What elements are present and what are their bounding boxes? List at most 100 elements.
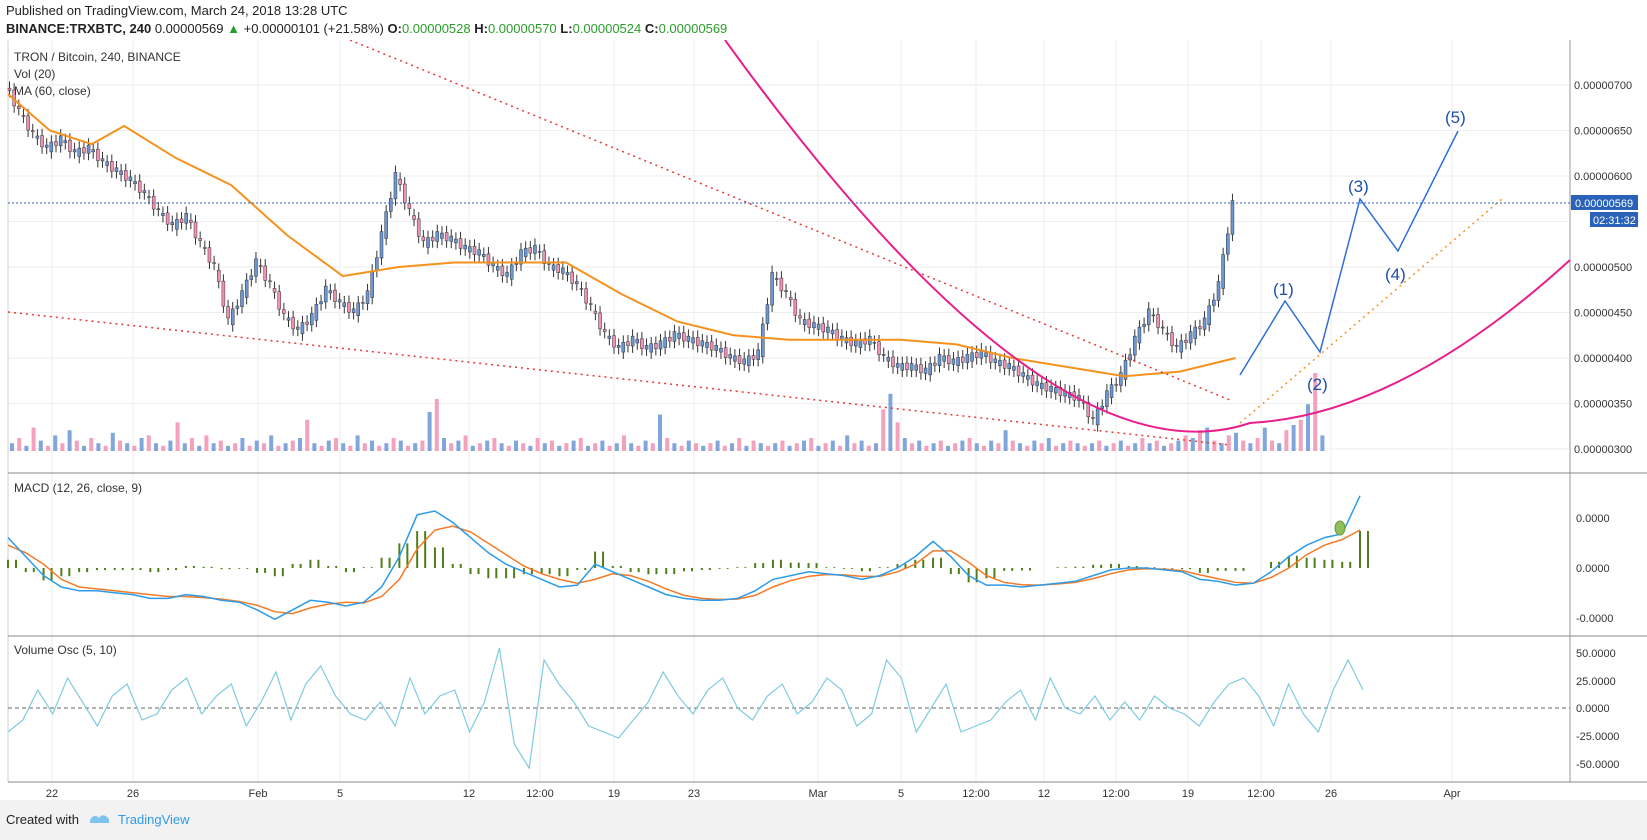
candle-body bbox=[598, 312, 602, 330]
candle-body bbox=[682, 332, 686, 342]
volume-bar bbox=[535, 438, 540, 451]
candle-body bbox=[86, 144, 91, 154]
volume-bar bbox=[989, 440, 994, 451]
volume-bar bbox=[420, 440, 425, 451]
wave-support-line bbox=[1239, 197, 1504, 424]
volume-bar bbox=[24, 445, 29, 451]
volume-bar bbox=[910, 443, 914, 451]
candle-body bbox=[333, 289, 337, 302]
volume-bar bbox=[1118, 440, 1123, 451]
volume-bar bbox=[816, 445, 821, 451]
vosc-tick-label: -50.0000 bbox=[1576, 759, 1619, 771]
candle-body bbox=[1044, 382, 1049, 392]
candle-body bbox=[700, 340, 705, 347]
volume-bar bbox=[938, 440, 943, 451]
volume-bar bbox=[672, 443, 677, 451]
price-tick-label: 0.00000350 bbox=[1574, 399, 1632, 411]
volume-bar bbox=[434, 399, 439, 451]
candle-body bbox=[579, 288, 584, 290]
time-tick-label: Feb bbox=[249, 788, 268, 800]
candle-body bbox=[193, 221, 198, 239]
volume-bar bbox=[888, 393, 893, 451]
candle-body bbox=[63, 140, 68, 144]
volume-bar bbox=[643, 440, 648, 451]
time-tick-label: 22 bbox=[46, 788, 58, 800]
candle-body bbox=[142, 190, 147, 194]
volume-title: Vol (20) bbox=[14, 67, 55, 81]
candle-body bbox=[709, 341, 714, 351]
candle-body bbox=[26, 115, 30, 131]
volume-bar bbox=[10, 443, 14, 451]
volume-bar bbox=[931, 443, 936, 451]
upper-trendline bbox=[349, 40, 1231, 401]
candle-body bbox=[1095, 408, 1100, 426]
volume-bar bbox=[449, 443, 454, 451]
candle-body bbox=[547, 263, 551, 265]
candle-body bbox=[775, 278, 779, 280]
time-tick-label: 23 bbox=[688, 788, 700, 800]
volume-bar bbox=[341, 443, 346, 451]
volume-bar bbox=[74, 440, 79, 451]
volume-bar bbox=[1169, 443, 1174, 451]
candle-body bbox=[575, 281, 579, 285]
volume-bar bbox=[1212, 440, 1217, 451]
high-label: H: bbox=[474, 21, 488, 36]
candle-body bbox=[854, 340, 858, 347]
volume-bar bbox=[1248, 443, 1253, 451]
volume-bar bbox=[463, 435, 468, 451]
volume-bar bbox=[442, 438, 446, 451]
volume-bar bbox=[53, 435, 58, 451]
volume-bar bbox=[600, 440, 605, 451]
candle-body bbox=[156, 208, 161, 211]
volume-bar bbox=[247, 445, 252, 451]
volume-bar bbox=[118, 440, 122, 451]
open-value: 0.00000528 bbox=[401, 21, 471, 36]
candle-body bbox=[993, 358, 998, 363]
candle-body bbox=[672, 331, 677, 342]
last-price-badge-text: 0.00000569 bbox=[1575, 198, 1633, 210]
candle-body bbox=[830, 329, 835, 335]
candle-body bbox=[128, 176, 133, 181]
candle-body bbox=[124, 170, 128, 181]
chart-area[interactable]: (1)(2)(3)(4)(5) 0.000007000.000006500.00… bbox=[0, 40, 1647, 800]
volume-bar bbox=[110, 432, 115, 451]
volume-bar bbox=[996, 443, 1001, 451]
candle-body bbox=[31, 130, 35, 132]
candle-body bbox=[1198, 326, 1202, 330]
candle-body bbox=[779, 277, 784, 292]
wave-label: (4) bbox=[1385, 265, 1406, 284]
candle-body bbox=[1216, 281, 1221, 301]
volume-bar bbox=[132, 445, 137, 451]
candle-body bbox=[756, 349, 760, 360]
candle-body bbox=[300, 322, 305, 335]
candle-body bbox=[449, 235, 453, 242]
volume-bar bbox=[262, 443, 266, 451]
volume-bar bbox=[650, 443, 655, 451]
volume-bar bbox=[233, 443, 238, 451]
volume-bar bbox=[139, 438, 144, 451]
volume-bar bbox=[362, 443, 367, 451]
candle-body bbox=[1137, 326, 1142, 344]
candle-body bbox=[714, 345, 719, 351]
candle-body bbox=[226, 306, 230, 319]
candle-body bbox=[984, 352, 988, 357]
volume-bar bbox=[146, 435, 151, 451]
candle-body bbox=[528, 247, 533, 254]
candle-body bbox=[1026, 375, 1030, 380]
tradingview-link[interactable]: TradingView bbox=[118, 812, 190, 827]
candle-body bbox=[863, 338, 867, 345]
macd-axis: 0.0000 0.0000 -0.0000 bbox=[1576, 513, 1613, 625]
volume-bar bbox=[1183, 435, 1188, 451]
volume-bar bbox=[701, 445, 706, 451]
tradingview-logo-icon[interactable] bbox=[88, 810, 112, 828]
candle-body bbox=[942, 355, 946, 362]
volume-bar bbox=[1298, 419, 1303, 451]
candle-body bbox=[221, 280, 226, 307]
time-tick-label: 26 bbox=[127, 788, 139, 800]
candle-body bbox=[802, 319, 807, 326]
countdown-badge-text: 02:31:32 bbox=[1593, 215, 1636, 227]
countdown-badge bbox=[1590, 212, 1638, 227]
volume-bar bbox=[1154, 440, 1159, 451]
candle-body bbox=[110, 161, 114, 172]
volume-bar bbox=[283, 443, 288, 451]
